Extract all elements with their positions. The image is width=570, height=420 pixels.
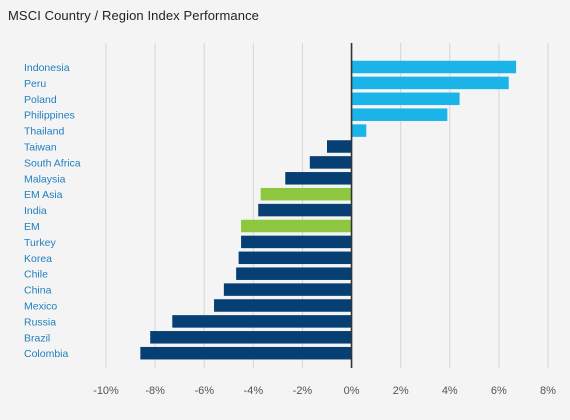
x-tick-label: 8% [540,385,556,397]
tick-label-layer: -10% -8% -6% -4% -2% 0% 2% 4% 6% 8% [93,385,556,397]
bar [258,203,352,217]
category-label: Colombia [24,348,69,360]
x-tick-label: -6% [194,385,214,397]
bar [140,346,352,360]
category-label: South Africa [24,157,81,169]
bar [172,315,352,328]
category-label: Korea [24,253,52,265]
x-tick-label: -8% [145,385,165,397]
category-label: Taiwan [24,142,57,154]
category-label: Chile [24,269,48,281]
bar [241,219,352,233]
bar [238,251,352,265]
bar [351,124,367,137]
category-label: Peru [24,78,46,90]
x-tick-label: -4% [244,385,264,397]
category-label: Philippines [24,110,75,122]
category-label: Indonesia [24,62,70,74]
x-tick-label: 0% [344,385,360,397]
bar [150,331,352,344]
bar [260,187,352,201]
bar [241,235,352,249]
category-label: EM Asia [24,189,63,201]
bar [285,172,352,185]
bar [351,92,460,106]
x-tick-label: 6% [491,385,507,397]
bar [223,283,352,296]
x-tick-label: -10% [93,385,119,397]
bar [351,108,448,121]
category-label: Turkey [24,237,56,249]
category-label: India [24,205,47,217]
bar [309,156,352,169]
x-tick-label: -2% [293,385,313,397]
bar-layer [140,60,517,360]
category-label-layer: Indonesia Peru Poland Philippines Thailand Ta… [24,62,81,360]
bar [236,267,352,280]
x-tick-label: 4% [442,385,458,397]
category-label: Russia [24,316,56,328]
chart-title: MSCI Country / Region Index Performance [8,8,260,23]
category-label: Thailand [24,126,64,138]
category-label: Mexico [24,301,57,313]
bar [327,140,352,153]
category-label: Brazil [24,332,50,344]
x-tick-label: 2% [393,385,409,397]
category-label: Poland [24,94,57,106]
category-label: EM [24,221,40,233]
category-label: China [24,285,52,297]
bar [214,299,352,312]
bar [351,60,517,74]
category-label: Malaysia [24,173,66,185]
bar [351,76,509,90]
